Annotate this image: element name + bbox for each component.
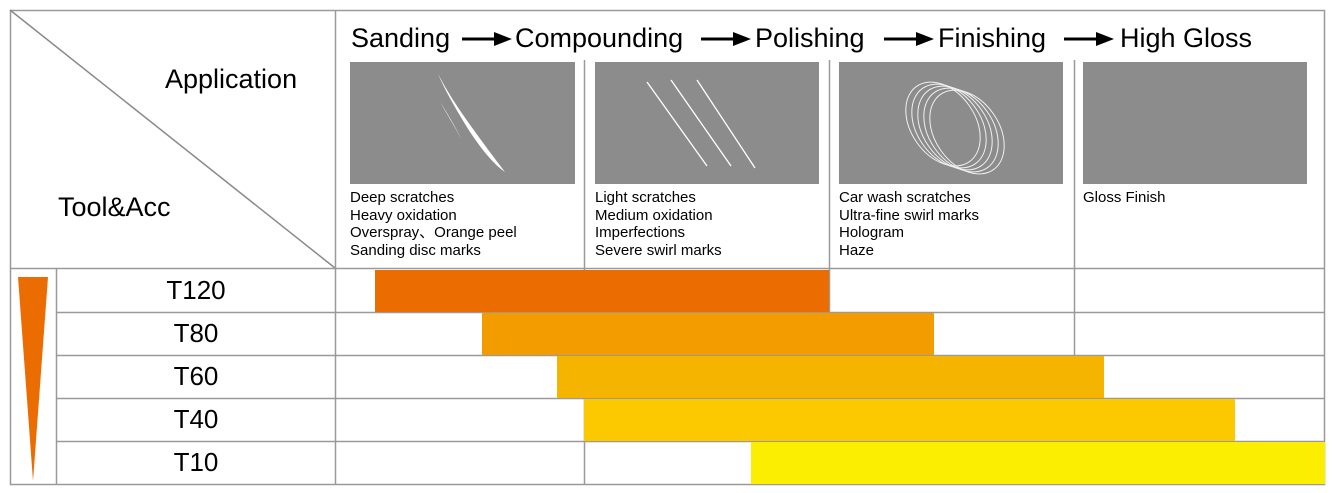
description-line: Gloss Finish [1083, 189, 1166, 206]
swirl-marks-icon [905, 81, 1005, 175]
step-finishing: Finishing [938, 23, 1047, 53]
bar-t80 [481, 313, 935, 355]
tool-acc-label: Tool&Acc [58, 192, 171, 222]
bar-t10 [750, 442, 1325, 484]
light-scratch-icon [646, 79, 756, 169]
row-label-t60: T60 [173, 361, 219, 391]
sanding-description: Deep scratches Heavy oxidation Overspray… [350, 189, 517, 259]
description-line: Deep scratches [350, 189, 455, 206]
step-high-gloss: High Gloss [1120, 23, 1253, 53]
description-line: Imperfections [595, 224, 686, 241]
swirl-image [839, 62, 1063, 184]
description-line: Hologram [839, 224, 905, 241]
description-line: Light scratches [595, 189, 696, 206]
description-line: Car wash scratches [839, 189, 971, 206]
bar-t60 [556, 356, 1105, 398]
row-label-t10: T10 [173, 447, 219, 477]
row-label-t80: T80 [173, 318, 219, 348]
description-line: Medium oxidation [595, 206, 713, 224]
bar-t40 [584, 399, 1235, 441]
corner-diagonal [9, 9, 336, 269]
light-scratch-image [595, 62, 819, 184]
step-polishing: Polishing [755, 23, 865, 53]
description-line: Heavy oxidation [350, 206, 457, 224]
bar-t120 [374, 270, 829, 312]
description-line: Sanding disc marks [350, 241, 481, 259]
compounding-description: Light scratches Medium oxidation Imperfe… [595, 189, 722, 259]
gloss-image [1083, 62, 1307, 184]
row-label-t120: T120 [166, 275, 226, 305]
application-label: Application [165, 64, 298, 94]
polishing-description: Car wash scratches Ultra-fine swirl mark… [839, 189, 979, 259]
description-line: Ultra-fine swirl marks [839, 206, 980, 224]
step-sanding: Sanding [351, 23, 451, 53]
description-line: Overspray、Orange peel [350, 224, 517, 241]
row-label-t40: T40 [173, 404, 219, 434]
deep-scratch-icon [438, 74, 505, 172]
finishing-description: Gloss Finish [1083, 189, 1166, 207]
step-compounding: Compounding [515, 23, 684, 53]
description-line: Severe swirl marks [595, 241, 722, 259]
deep-scratch-image [350, 62, 575, 184]
description-line: Haze [839, 241, 875, 259]
